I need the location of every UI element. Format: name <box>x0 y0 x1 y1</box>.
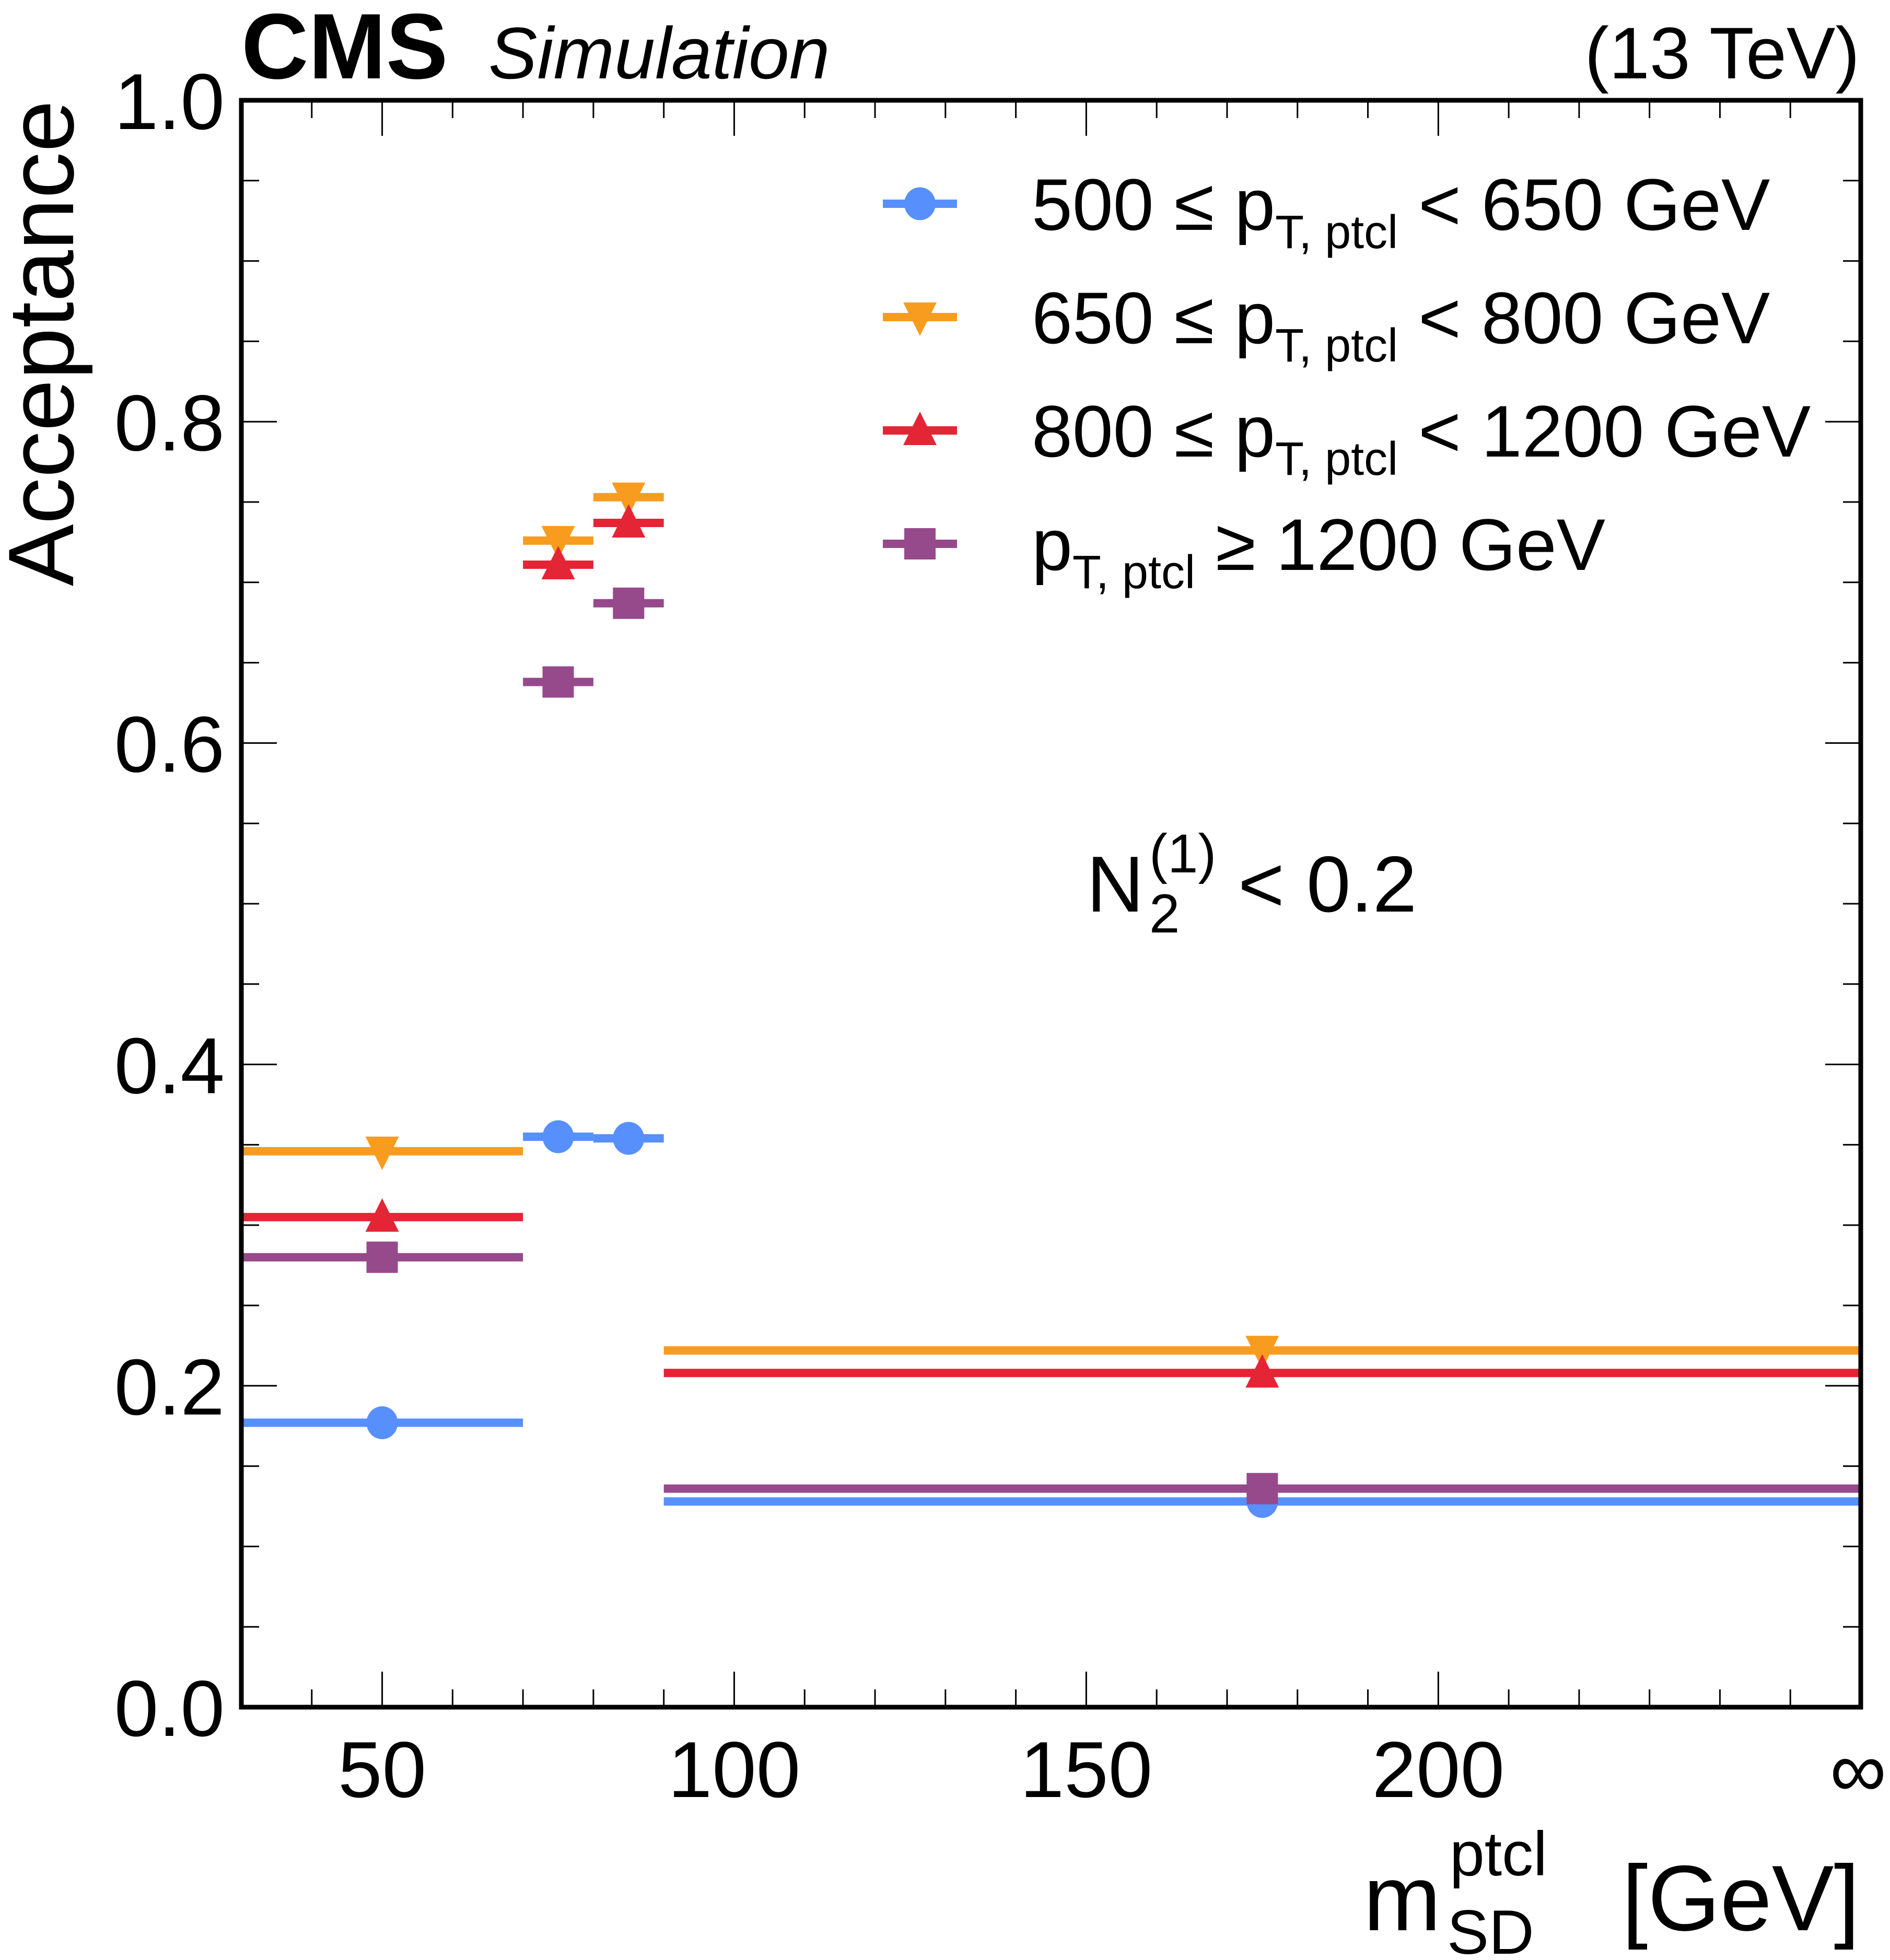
data-point <box>366 1406 398 1440</box>
data-point <box>365 1136 399 1170</box>
annotation-base: N <box>1087 840 1144 929</box>
minor-ticks <box>241 100 1861 1707</box>
data-point <box>612 482 646 516</box>
x-tick-label: 150 <box>1020 1725 1153 1814</box>
x-tick-label: 200 <box>1372 1725 1504 1814</box>
legend-marker <box>903 412 937 445</box>
experiment-label: CMS <box>241 0 448 98</box>
x-axis-label-base: m <box>1363 1846 1441 1950</box>
y-tick-label: 0.0 <box>114 1664 225 1753</box>
data-point <box>366 1241 398 1273</box>
x-tick-label: ∞ <box>1830 1725 1886 1814</box>
legend-entry: pT, ptcl ≥ 1200 GeV <box>883 504 1605 599</box>
plot-frame <box>239 98 1863 1710</box>
series-circle <box>241 1120 1861 1518</box>
annotation-superscript: (1) <box>1149 823 1216 884</box>
major-ticks <box>241 100 1861 1707</box>
legend: 500 ≤ pT, ptcl < 650 GeV 650 ≤ pT, ptcl <… <box>883 164 1811 599</box>
data-point <box>365 1198 399 1232</box>
data-point <box>1245 1336 1279 1370</box>
y-axis-label: Acceptance <box>0 100 93 586</box>
data-point <box>1246 1473 1278 1504</box>
legend-marker <box>903 302 937 336</box>
data-point <box>613 587 645 619</box>
annotation-subscript: 2 <box>1149 883 1180 944</box>
energy-label: (13 TeV) <box>1584 12 1860 94</box>
x-axis-label: m SD ptcl [GeV] <box>1363 1819 1860 1960</box>
status-label: Simulation <box>488 12 830 94</box>
y-tick-label: 1.0 <box>114 57 225 146</box>
legend-entry: 800 ≤ pT, ptcl < 1200 GeV <box>883 390 1811 485</box>
tick-labels: 50 100 150 200 ∞ 0.0 0.2 0.4 0.6 0.8 1.0 <box>114 57 1886 1814</box>
legend-label: 650 ≤ pT, ptcl < 800 GeV <box>1032 277 1770 372</box>
legend-entry: 650 ≤ pT, ptcl < 800 GeV <box>883 277 1770 372</box>
legend-marker <box>904 187 936 220</box>
data-point <box>612 504 646 538</box>
x-tick-label: 50 <box>338 1725 426 1814</box>
data-point <box>1245 1354 1279 1388</box>
data-point <box>542 666 574 698</box>
legend-label: 800 ≤ pT, ptcl < 1200 GeV <box>1032 390 1811 485</box>
legend-label: 500 ≤ pT, ptcl < 650 GeV <box>1032 164 1770 259</box>
data-point <box>542 1120 574 1153</box>
x-axis-label-sup: ptcl <box>1450 1819 1547 1889</box>
data-point <box>541 526 575 559</box>
y-tick-label: 0.8 <box>114 379 225 468</box>
legend-entry: 500 ≤ pT, ptcl < 650 GeV <box>883 164 1770 259</box>
x-axis-label-sub: SD <box>1447 1897 1534 1960</box>
x-tick-label: 100 <box>668 1725 801 1814</box>
y-tick-label: 0.2 <box>114 1343 225 1432</box>
y-tick-label: 0.6 <box>114 700 225 789</box>
data-point <box>541 545 575 579</box>
series-triangle-down <box>241 482 1861 1370</box>
series-layer <box>241 482 1861 1518</box>
selection-annotation: N 2 (1) < 0.2 <box>1087 823 1417 944</box>
data-point <box>613 1122 645 1155</box>
y-tick-label: 0.4 <box>114 1022 225 1111</box>
annotation-rest: < 0.2 <box>1238 840 1417 929</box>
series-square <box>241 587 1861 1504</box>
series-triangle-up <box>241 504 1861 1388</box>
legend-marker <box>904 528 936 559</box>
legend-label: pT, ptcl ≥ 1200 GeV <box>1032 504 1605 599</box>
x-axis-label-unit: [GeV] <box>1622 1846 1860 1950</box>
